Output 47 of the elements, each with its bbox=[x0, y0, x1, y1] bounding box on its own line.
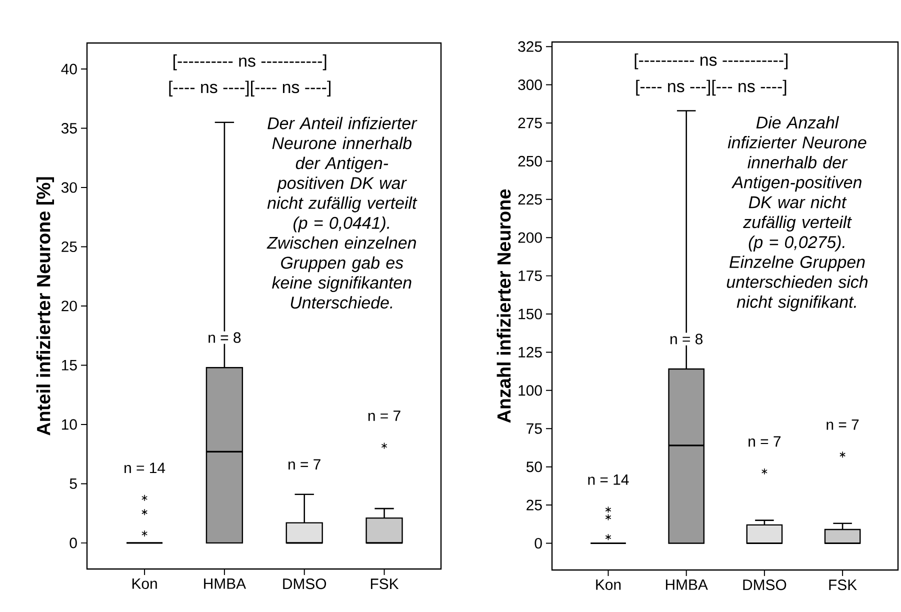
annotation: n = 8 bbox=[208, 332, 241, 343]
y-tick-label: 50 bbox=[526, 462, 542, 472]
annotation: [---- ns ---][--- ns ----] bbox=[636, 80, 786, 96]
annotation: n = 14 bbox=[588, 474, 629, 485]
y-tick-label: 20 bbox=[62, 300, 77, 312]
y-tick-label: 250 bbox=[518, 156, 542, 166]
y-tick-label: 175 bbox=[518, 270, 542, 282]
y-tick-label: 15 bbox=[62, 360, 77, 370]
y-tick-label: 10 bbox=[62, 419, 77, 430]
y-tick-label: 25 bbox=[62, 241, 77, 252]
y-tick-label: 300 bbox=[518, 79, 542, 90]
annotation: n = 7 bbox=[748, 436, 781, 447]
x-tick-label: DMSO bbox=[283, 578, 326, 590]
y-tick-label: 5 bbox=[70, 478, 77, 489]
annotation: n = 7 bbox=[826, 419, 859, 430]
y-tick-label: 75 bbox=[526, 423, 542, 434]
y-tick-label: 40 bbox=[61, 64, 77, 74]
x-tick-label: Kon bbox=[596, 580, 621, 590]
text: Die Anzahl infizierter Neurone innerhalb der Antigen-positiven DK war nicht zufällig verteilt (p = 0,0275). Einzelne Gruppen unterschieden sich nicht signifikant. bbox=[726, 116, 868, 312]
y-tick-label: 25 bbox=[526, 500, 542, 510]
y-tick-label: 200 bbox=[518, 232, 542, 243]
y-tick-label: 30 bbox=[61, 182, 77, 193]
y-axis-title: Anzahl infizierter Neurone bbox=[496, 189, 511, 423]
x-tick-label: HMBA bbox=[666, 580, 708, 590]
annotation: n = 7 bbox=[368, 410, 400, 421]
y-tick-label: 35 bbox=[61, 122, 77, 134]
annotation: n = 8 bbox=[670, 334, 703, 344]
x-tick-label: FSK bbox=[829, 580, 857, 590]
y-tick-label: 150 bbox=[518, 308, 542, 320]
text: Der Anteil infizierter Neurone innerhalb der Antigen-positiven DK war nicht zufällig verteilt (p = 0,0441). Zwischen einzelnen Gruppen gab es keine signifikanten Unterschiede. bbox=[266, 116, 418, 309]
x-tick-label: FSK bbox=[370, 578, 399, 590]
annotation: n = 14 bbox=[124, 462, 166, 474]
y-tick-label: 225 bbox=[518, 194, 542, 205]
annotation: [---- ns ----][---- ns ----] bbox=[169, 80, 330, 96]
y-tick-label: 125 bbox=[518, 346, 542, 358]
annotation: [---------- ns -----------] bbox=[634, 53, 788, 70]
y-tick-label: 0 bbox=[70, 538, 77, 548]
x-tick-label: HMBA bbox=[204, 578, 246, 589]
y-tick-label: 325 bbox=[518, 41, 542, 52]
y-tick-label: 100 bbox=[518, 385, 542, 396]
y-tick-label: 275 bbox=[518, 118, 542, 128]
y-axis-title: Anteil infizierter Neurone [%] bbox=[36, 177, 54, 436]
y-tick-label: 0 bbox=[534, 538, 542, 549]
annotation: n = 7 bbox=[288, 459, 320, 470]
x-tick-label: Kon bbox=[132, 578, 157, 589]
x-tick-label: DMSO bbox=[743, 580, 786, 590]
annotation: [---------- ns -----------] bbox=[173, 54, 326, 70]
